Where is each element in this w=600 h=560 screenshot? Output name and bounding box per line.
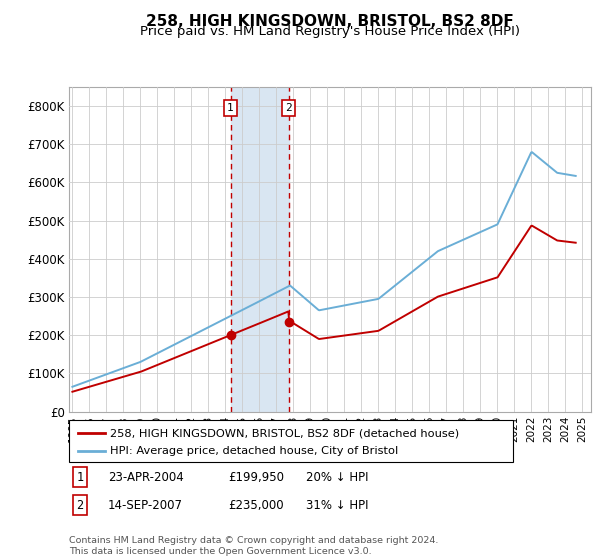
Text: Price paid vs. HM Land Registry's House Price Index (HPI): Price paid vs. HM Land Registry's House … (140, 25, 520, 38)
Text: 258, HIGH KINGSDOWN, BRISTOL, BS2 8DF (detached house): 258, HIGH KINGSDOWN, BRISTOL, BS2 8DF (d… (110, 428, 459, 438)
Text: £199,950: £199,950 (228, 470, 284, 484)
Text: 20% ↓ HPI: 20% ↓ HPI (306, 470, 368, 484)
Text: 2: 2 (285, 103, 292, 113)
Text: 258, HIGH KINGSDOWN, BRISTOL, BS2 8DF: 258, HIGH KINGSDOWN, BRISTOL, BS2 8DF (146, 14, 514, 29)
Bar (230, 87, 289, 412)
Text: Contains HM Land Registry data © Crown copyright and database right 2024.
This d: Contains HM Land Registry data © Crown c… (69, 536, 439, 556)
Text: 2: 2 (76, 498, 83, 512)
Text: 1: 1 (76, 470, 83, 484)
Text: £235,000: £235,000 (228, 498, 284, 512)
Text: 14-SEP-2007: 14-SEP-2007 (108, 498, 183, 512)
Text: HPI: Average price, detached house, City of Bristol: HPI: Average price, detached house, City… (110, 446, 398, 456)
Text: 1: 1 (227, 103, 234, 113)
Text: 23-APR-2004: 23-APR-2004 (108, 470, 184, 484)
Text: 31% ↓ HPI: 31% ↓ HPI (306, 498, 368, 512)
